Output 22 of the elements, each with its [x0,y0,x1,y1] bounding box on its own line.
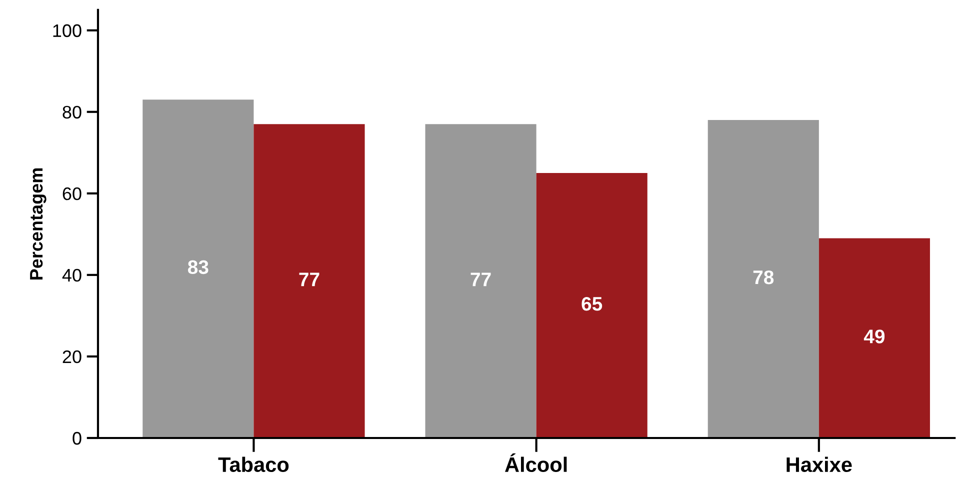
y-tick-label: 20 [62,350,82,364]
y-tick-label: 0 [72,432,82,445]
data-label: 65 [582,296,602,311]
y-tick-label: 100 [53,24,82,38]
x-tick-label: Álcool [505,453,567,472]
y-axis-title: Percentagem [30,168,46,280]
bar [536,173,648,438]
data-label: 49 [864,330,885,344]
data-label: 77 [470,272,491,286]
y-tick-label: 40 [62,268,82,282]
bar [254,124,365,438]
y-tick-label: 80 [62,106,82,119]
bar [708,120,819,438]
x-tick-label: Haxixe [786,456,852,472]
data-label: 78 [753,270,774,284]
bar [142,100,254,438]
bar [818,238,930,438]
data-label: 77 [299,272,320,286]
data-label: 83 [188,260,208,274]
bar [425,124,536,438]
x-tick-label: Tabaco [218,456,289,472]
y-tick-label: 60 [62,187,82,200]
